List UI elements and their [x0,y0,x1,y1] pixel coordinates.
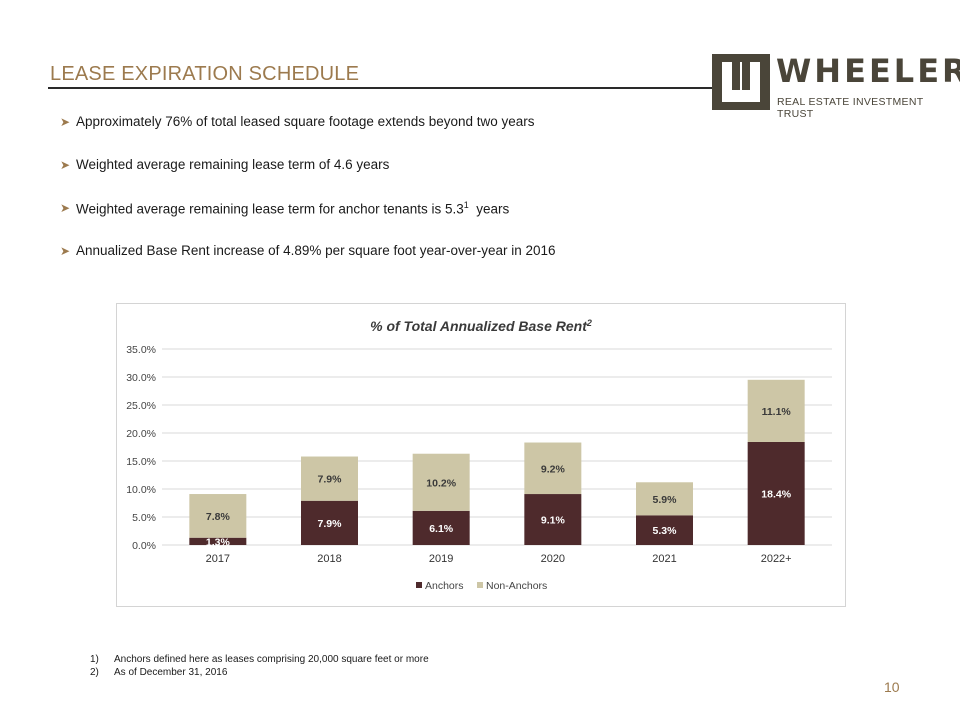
bullet-item: ➤ Weighted average remaining lease term … [60,157,556,200]
page-number: 10 [884,679,900,695]
footnote-item: 1) Anchors defined here as leases compri… [90,654,429,667]
bar-anchors [636,515,693,545]
footnote-number: 2) [90,667,99,678]
title-divider [48,87,713,89]
y-tick-label: 20.0% [126,428,156,440]
chart-title: % of Total Annualized Base Rent2 [370,318,592,334]
data-label: 9.1% [541,515,566,527]
wheeler-logo: WHEELER REAL ESTATE INVESTMENT TRUST [712,52,960,120]
y-tick-label: 5.0% [132,512,156,524]
bullet-text-suffix: years [468,201,510,217]
footnote-text: Anchors defined here as leases comprisin… [114,654,429,665]
slide-title: LEASE EXPIRATION SCHEDULE [50,63,360,85]
footnote-ref: 1 [463,200,469,210]
bullet-text: Approximately 76% of total leased square… [76,114,535,129]
data-label: 18.4% [761,488,791,500]
data-label: 1.3% [206,536,231,548]
arrow-bullet-icon: ➤ [60,115,71,129]
data-label: 7.9% [318,518,343,530]
x-tick-label: 2022+ [761,553,792,565]
footnotes: 1) Anchors defined here as leases compri… [90,654,429,680]
data-label: 10.2% [426,477,456,489]
arrow-bullet-icon: ➤ [60,244,71,258]
bullet-text: Annualized Base Rent increase of 4.89% p… [76,243,556,258]
legend-swatch [416,582,422,588]
logo-tagline: REAL ESTATE INVESTMENT TRUST [777,96,924,120]
x-tick-label: 2018 [317,553,341,565]
arrow-bullet-icon: ➤ [60,158,71,172]
bar-non-anchors [747,379,805,442]
x-tick-label: 2021 [652,553,676,565]
bar-non-anchors [636,482,693,516]
footnote-text: As of December 31, 2016 [114,667,228,678]
lease-expiration-chart: % of Total Annualized Base Rent2 0.0% 5.0%… [126,318,832,592]
arrow-bullet-icon: ➤ [60,201,71,215]
data-label: 6.1% [429,523,454,535]
data-label: 7.8% [206,511,231,523]
logo-mark-icon [712,54,770,110]
bar-anchors [412,510,470,545]
bullet-item: ➤ Annualized Base Rent increase of 4.89%… [60,243,556,286]
bar-anchors [747,441,805,545]
data-label: 9.2% [541,463,566,475]
bar-anchors [189,537,247,545]
y-tick-label: 10.0% [126,484,156,496]
logo-wordmark: WHEELER [776,52,960,90]
bar-non-anchors [301,456,358,501]
y-tick-label: 30.0% [126,372,156,384]
bar-anchors [301,500,358,545]
legend-label: Anchors [425,580,464,592]
bullet-text: Weighted average remaining lease term of… [76,157,390,172]
footnote-item: 2) As of December 31, 2016 [90,667,429,680]
legend-swatch [477,582,483,588]
data-label: 7.9% [318,474,343,486]
data-label: 5.3% [653,525,678,537]
data-label: 5.9% [653,494,678,506]
x-tick-label: 2019 [429,553,453,565]
bar-non-anchors [524,442,582,495]
bar-anchors [524,494,582,545]
bullet-item: ➤ Weighted average remaining lease term … [60,200,556,243]
chart-frame: % of Total Annualized Base Rent2 0.0% 5.0%… [116,303,846,607]
legend-label: Non-Anchors [486,580,547,592]
key-points-list: ➤ Approximately 76% of total leased squa… [60,114,556,286]
y-tick-label: 15.0% [126,456,156,468]
data-label: 11.1% [762,406,792,418]
y-tick-label: 0.0% [132,540,156,552]
x-tick-label: 2017 [206,553,230,565]
bullet-text: Weighted average remaining lease term fo… [76,201,464,217]
y-tick-label: 35.0% [126,344,156,356]
x-tick-label: 2020 [541,553,565,565]
y-tick-label: 25.0% [126,400,156,412]
bullet-item: ➤ Approximately 76% of total leased squa… [60,114,556,157]
bar-non-anchors [189,494,247,538]
footnote-number: 1) [90,654,99,665]
bar-non-anchors [412,453,470,511]
